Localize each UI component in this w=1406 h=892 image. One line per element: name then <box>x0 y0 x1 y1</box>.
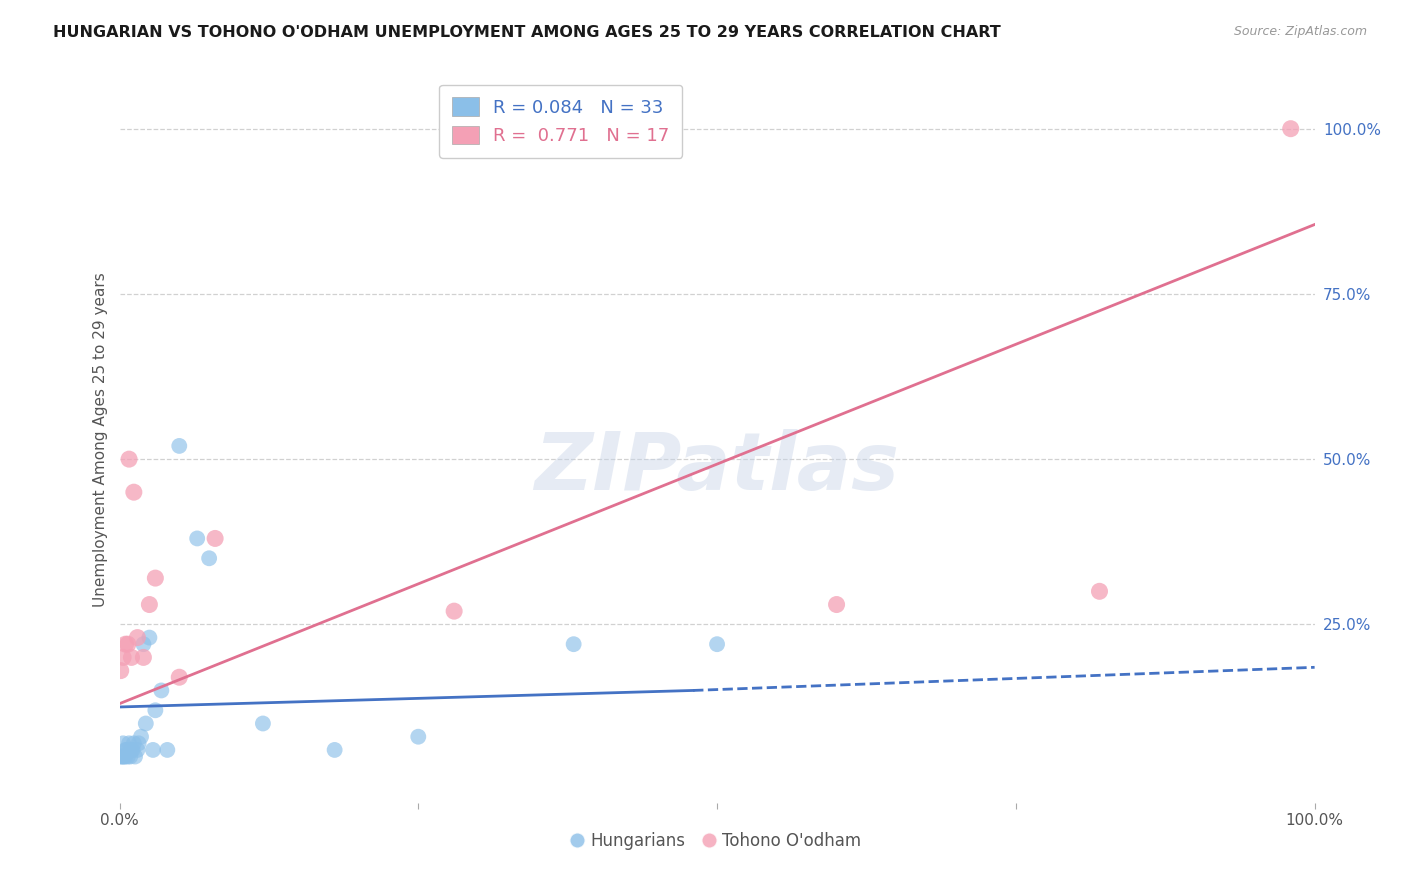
Point <box>562 637 585 651</box>
Point <box>127 631 149 645</box>
Point <box>112 749 135 764</box>
Point <box>204 532 226 546</box>
Point <box>145 703 166 717</box>
Point <box>110 664 132 678</box>
Point <box>114 743 136 757</box>
Text: ZIPatlas: ZIPatlas <box>534 429 900 508</box>
Point <box>138 598 160 612</box>
Point <box>252 716 274 731</box>
Point <box>443 604 465 618</box>
Point <box>138 631 160 645</box>
Point <box>110 749 132 764</box>
Point <box>198 551 221 566</box>
Point <box>122 485 145 500</box>
Point <box>111 749 134 764</box>
Point <box>825 598 848 612</box>
Point <box>169 439 191 453</box>
Point <box>112 650 135 665</box>
Point <box>124 749 146 764</box>
Point <box>129 730 152 744</box>
Point <box>121 743 143 757</box>
Point <box>156 743 179 757</box>
Point <box>169 670 191 684</box>
Point <box>128 736 150 750</box>
Point <box>408 730 430 744</box>
Point <box>120 749 142 764</box>
Legend: Hungarians, Tohono O'odham: Hungarians, Tohono O'odham <box>567 825 868 856</box>
Point <box>186 532 208 546</box>
Point <box>706 637 728 651</box>
Point <box>150 683 173 698</box>
Point <box>122 736 145 750</box>
Point <box>118 452 141 467</box>
Point <box>132 650 155 665</box>
Point <box>121 743 143 757</box>
Point <box>114 637 136 651</box>
Text: HUNGARIAN VS TOHONO O'ODHAM UNEMPLOYMENT AMONG AGES 25 TO 29 YEARS CORRELATION C: HUNGARIAN VS TOHONO O'ODHAM UNEMPLOYMENT… <box>53 25 1001 40</box>
Point <box>127 743 149 757</box>
Text: Source: ZipAtlas.com: Source: ZipAtlas.com <box>1233 25 1367 38</box>
Point <box>114 749 136 764</box>
Point <box>145 571 166 585</box>
Point <box>142 743 165 757</box>
Point <box>1088 584 1111 599</box>
Point <box>117 637 139 651</box>
Point <box>121 650 143 665</box>
Point <box>112 749 135 764</box>
Point <box>1279 121 1302 136</box>
Point <box>323 743 346 757</box>
Point <box>118 736 141 750</box>
Point <box>115 743 138 757</box>
Point <box>132 637 155 651</box>
Point <box>112 736 135 750</box>
Point <box>135 716 157 731</box>
Y-axis label: Unemployment Among Ages 25 to 29 years: Unemployment Among Ages 25 to 29 years <box>93 272 108 607</box>
Point <box>117 749 139 764</box>
